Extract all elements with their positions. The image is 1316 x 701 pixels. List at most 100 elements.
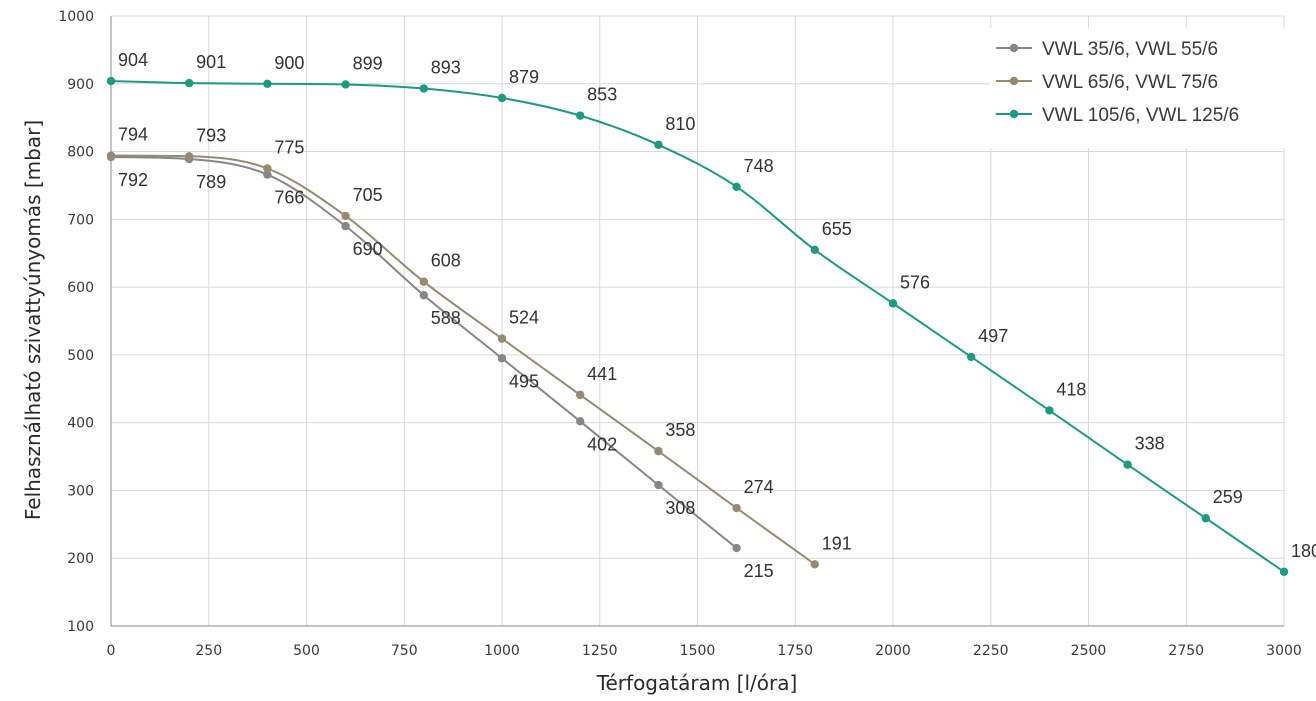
- x-tick-label: 2750: [1168, 643, 1204, 659]
- legend-marker: [1009, 109, 1019, 119]
- axes: [110, 16, 1284, 627]
- data-point: [419, 84, 428, 93]
- legend-background: [990, 28, 1290, 148]
- data-point: [732, 503, 741, 513]
- data-point: [967, 352, 976, 362]
- data-point: [263, 79, 272, 88]
- x-tick-label: 1250: [582, 643, 618, 659]
- data-point: [576, 417, 585, 426]
- y-tick-label: 600: [67, 280, 94, 296]
- data-label: 576: [900, 272, 930, 292]
- x-tick-label: 2250: [973, 643, 1009, 659]
- data-point: [341, 221, 350, 231]
- data-label: 274: [744, 477, 774, 497]
- data-label: 180: [1291, 541, 1316, 561]
- data-label: 793: [196, 125, 226, 145]
- data-point: [497, 354, 507, 363]
- legend-entry-label: VWL 35/6, VWL 55/6: [1042, 39, 1218, 60]
- data-label: 901: [196, 52, 226, 72]
- y-tick-label: 700: [67, 212, 94, 228]
- data-label: 215: [744, 561, 774, 581]
- legend-marker: [1009, 43, 1019, 53]
- legend: VWL 35/6, VWL 55/6 VWL 65/6, VWL 75/6 VWL …: [990, 28, 1290, 148]
- data-label: 900: [274, 53, 304, 73]
- x-tick-label: 1750: [777, 643, 813, 659]
- x-tick-label: 750: [391, 643, 418, 659]
- data-label: 899: [353, 53, 383, 73]
- data-label: 358: [665, 420, 695, 440]
- data-labels: 792 789 766 690 588 495 402 308 215 794 793 775 705 6…: [118, 50, 1316, 581]
- data-point: [106, 76, 116, 86]
- data-label: 766: [274, 188, 304, 208]
- data-label: 690: [353, 239, 383, 259]
- data-point: [654, 446, 663, 456]
- x-tick-labels: 0 250 500 750 1000 1250 1500 1750 2000 2250 2500 27…: [107, 643, 1302, 659]
- y-tick-label: 500: [67, 348, 94, 364]
- x-axis-title: Térfogatáram [l/óra]: [596, 671, 798, 695]
- series-line: [110, 155, 738, 549]
- data-point: [106, 151, 116, 160]
- y-tick-label: 200: [67, 551, 94, 567]
- data-point: [419, 291, 428, 300]
- data-label: 879: [509, 67, 539, 87]
- data-point: [732, 543, 741, 553]
- x-tick-label: 250: [195, 643, 222, 659]
- legend-marker: [1009, 76, 1019, 86]
- data-label: 191: [822, 533, 852, 553]
- data-point: [732, 182, 741, 191]
- legend-entry-label: VWL 65/6, VWL 75/6: [1042, 72, 1218, 93]
- data-label: 904: [118, 50, 148, 70]
- data-label: 418: [1056, 379, 1086, 399]
- series-layer: [106, 76, 1289, 576]
- data-label: 308: [665, 498, 695, 518]
- data-point: [419, 277, 428, 286]
- data-label: 524: [509, 308, 539, 328]
- data-point: [185, 152, 194, 161]
- data-label: 792: [118, 170, 148, 190]
- y-tick-label: 400: [67, 416, 94, 432]
- y-tick-label: 300: [67, 483, 94, 499]
- series-line: [110, 80, 1285, 573]
- data-point: [810, 560, 819, 569]
- data-label: 794: [118, 125, 148, 145]
- data-label: 338: [1135, 434, 1165, 454]
- x-tick-label: 500: [293, 643, 320, 659]
- data-point: [341, 211, 350, 221]
- y-tick-label: 1000: [58, 9, 94, 25]
- data-point: [654, 480, 663, 490]
- data-label: 705: [353, 185, 383, 205]
- data-label: 893: [431, 58, 461, 78]
- x-tick-label: 2500: [1071, 643, 1107, 659]
- series-line: [110, 154, 816, 566]
- data-label: 588: [431, 308, 461, 328]
- y-tick-label: 900: [67, 77, 94, 93]
- data-label: 789: [196, 172, 226, 192]
- data-label: 441: [587, 364, 617, 384]
- data-point: [888, 299, 898, 308]
- x-tick-label: 0: [107, 643, 116, 659]
- x-tick-label: 1000: [484, 643, 520, 659]
- data-point: [497, 93, 507, 103]
- data-point: [654, 140, 663, 149]
- x-tick-label: 2000: [875, 643, 911, 659]
- y-tick-label: 800: [67, 145, 94, 161]
- data-label: 853: [587, 85, 617, 105]
- y-axis-title: Felhasználható szivattyúnyomás [mbar]: [21, 120, 45, 520]
- data-point: [1201, 514, 1211, 523]
- y-tick-label: 100: [67, 619, 94, 635]
- data-point: [576, 390, 585, 400]
- y-tick-labels: 100 200 300 400 500 600 700 800 900 1000: [58, 9, 94, 635]
- data-point: [263, 170, 272, 179]
- data-point: [341, 80, 350, 89]
- data-label: 608: [431, 251, 461, 271]
- data-label: 748: [744, 156, 774, 176]
- data-point: [1279, 567, 1289, 576]
- data-label: 497: [978, 326, 1008, 346]
- data-point: [1123, 460, 1132, 469]
- data-label: 775: [274, 138, 304, 158]
- data-point: [576, 111, 585, 120]
- data-label: 495: [509, 371, 539, 391]
- legend-entry-label: VWL 105/6, VWL 125/6: [1042, 105, 1239, 126]
- x-tick-label: 3000: [1266, 643, 1302, 659]
